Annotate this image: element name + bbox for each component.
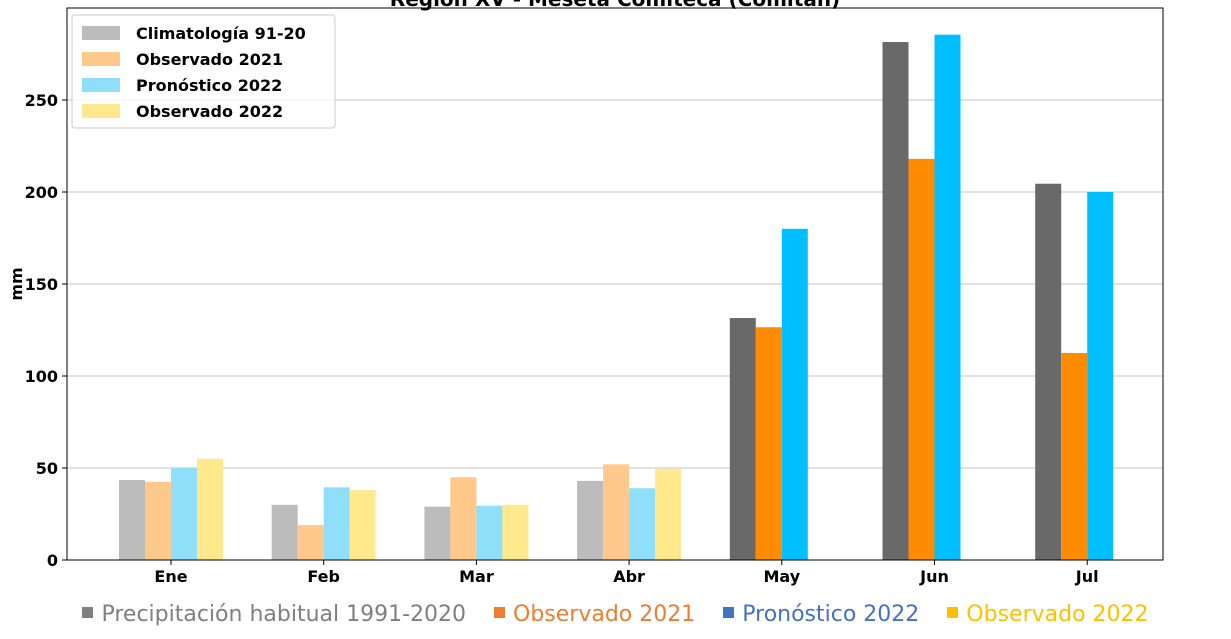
bar <box>323 487 350 560</box>
legend-swatch <box>82 26 120 40</box>
bar <box>729 318 756 560</box>
footer-legend-item: Pronóstico 2022 <box>723 602 919 639</box>
footer-legend-swatch <box>494 607 506 618</box>
footer-legend-item: Observado 2022 <box>947 602 1149 639</box>
y-tick-label: 200 <box>25 183 58 202</box>
chart-title: Región XV - Meseta Comiteca (Comitán) <box>390 0 840 11</box>
bar <box>603 464 630 560</box>
y-tick-label: 0 <box>47 551 58 570</box>
footer-legend-item: Observado 2021 <box>494 602 695 639</box>
bar <box>908 158 935 560</box>
footer-legend-swatch <box>82 607 94 618</box>
bar <box>502 504 529 560</box>
bar <box>1035 183 1062 560</box>
legend-swatch <box>82 52 120 66</box>
footer-legend-label: Precipitación habitual 1991-2020 <box>101 602 467 627</box>
x-tick-label: Jul <box>1075 567 1099 586</box>
y-axis-label: mm <box>7 267 26 300</box>
y-tick-label: 150 <box>25 275 58 294</box>
legend-label: Climatología 91-20 <box>136 24 306 43</box>
legend-label: Pronóstico 2022 <box>136 76 282 95</box>
bar <box>577 480 604 560</box>
bar <box>1061 353 1088 560</box>
footer-legend-label: Observado 2022 <box>966 602 1149 627</box>
bar <box>755 327 782 560</box>
footer-legend-swatch <box>947 607 959 618</box>
bar <box>424 506 451 560</box>
x-tick-label: Jun <box>919 567 949 586</box>
legend-swatch <box>82 78 120 92</box>
bar <box>476 505 503 560</box>
bar <box>171 468 197 560</box>
bar <box>197 458 223 560</box>
bar <box>655 468 682 560</box>
x-tick-label: May <box>763 567 800 586</box>
footer-legend: Precipitación habitual 1991-2020 Observad… <box>0 602 1231 639</box>
y-tick-label: 100 <box>25 367 58 386</box>
y-tick-label: 50 <box>36 459 58 478</box>
x-tick-label: Abr <box>613 567 645 586</box>
legend-swatch <box>82 104 120 118</box>
plot-frame <box>66 7 1164 561</box>
bar <box>450 477 477 560</box>
x-tick-label: Feb <box>307 567 340 586</box>
chart: Región XV - Meseta Comiteca (Comitán) mm… <box>7 0 1164 586</box>
footer-legend-label: Pronóstico 2022 <box>742 602 920 627</box>
y-tick-label: 250 <box>25 91 58 110</box>
bar <box>119 479 145 560</box>
bar <box>934 34 961 561</box>
bar <box>271 504 298 560</box>
legend-box <box>71 14 336 129</box>
x-tick-label: Mar <box>459 567 494 586</box>
footer-legend-label: Observado 2021 <box>513 602 696 627</box>
bar <box>781 228 808 561</box>
footer-legend-item: Precipitación habitual 1991-2020 <box>82 602 466 639</box>
bar <box>629 488 656 560</box>
bar <box>297 525 324 560</box>
bar <box>349 490 376 560</box>
bar <box>882 42 909 561</box>
legend: Climatología 91-20 Observado 2021 Pronósti… <box>71 14 336 129</box>
legend-label: Observado 2021 <box>136 50 283 69</box>
footer-legend-swatch <box>723 607 735 618</box>
bar <box>145 481 171 560</box>
x-tick-label: Ene <box>154 567 187 586</box>
legend-label: Observado 2022 <box>136 102 283 121</box>
bar <box>1087 192 1114 560</box>
